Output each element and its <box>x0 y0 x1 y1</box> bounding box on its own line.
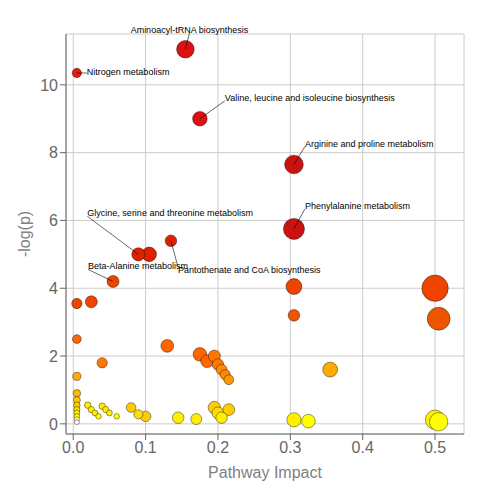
svg-text:Pathway Impact: Pathway Impact <box>208 464 322 481</box>
svg-text:Valine, leucine and isoleucine: Valine, leucine and isoleucine biosynthe… <box>225 93 395 103</box>
svg-text:10: 10 <box>40 77 58 94</box>
svg-text:0.3: 0.3 <box>279 439 301 456</box>
svg-text:Pantothenate and CoA biosynthe: Pantothenate and CoA biosynthesis <box>178 265 321 275</box>
svg-text:Glycine, serine and threonine: Glycine, serine and threonine metabolism <box>87 208 253 218</box>
svg-text:0.0: 0.0 <box>62 439 84 456</box>
svg-text:Nitrogen metabolism: Nitrogen metabolism <box>87 67 170 77</box>
svg-text:Beta-Alanine metabolism: Beta-Alanine metabolism <box>88 261 188 271</box>
svg-text:0.2: 0.2 <box>207 439 229 456</box>
svg-text:0.1: 0.1 <box>134 439 156 456</box>
svg-text:0.5: 0.5 <box>424 439 446 456</box>
svg-text:6: 6 <box>49 212 58 229</box>
svg-text:4: 4 <box>49 280 58 297</box>
svg-text:0.4: 0.4 <box>352 439 374 456</box>
svg-text:0: 0 <box>49 416 58 433</box>
svg-text:Aminoacyl-tRNA biosynthesis: Aminoacyl-tRNA biosynthesis <box>131 25 249 35</box>
svg-text:8: 8 <box>49 144 58 161</box>
svg-text:Arginine and proline metabolis: Arginine and proline metabolism <box>305 139 434 149</box>
svg-text:2: 2 <box>49 348 58 365</box>
svg-text:Phenylalanine metabolism: Phenylalanine metabolism <box>305 201 410 211</box>
svg-text:-log(p): -log(p) <box>16 211 33 257</box>
